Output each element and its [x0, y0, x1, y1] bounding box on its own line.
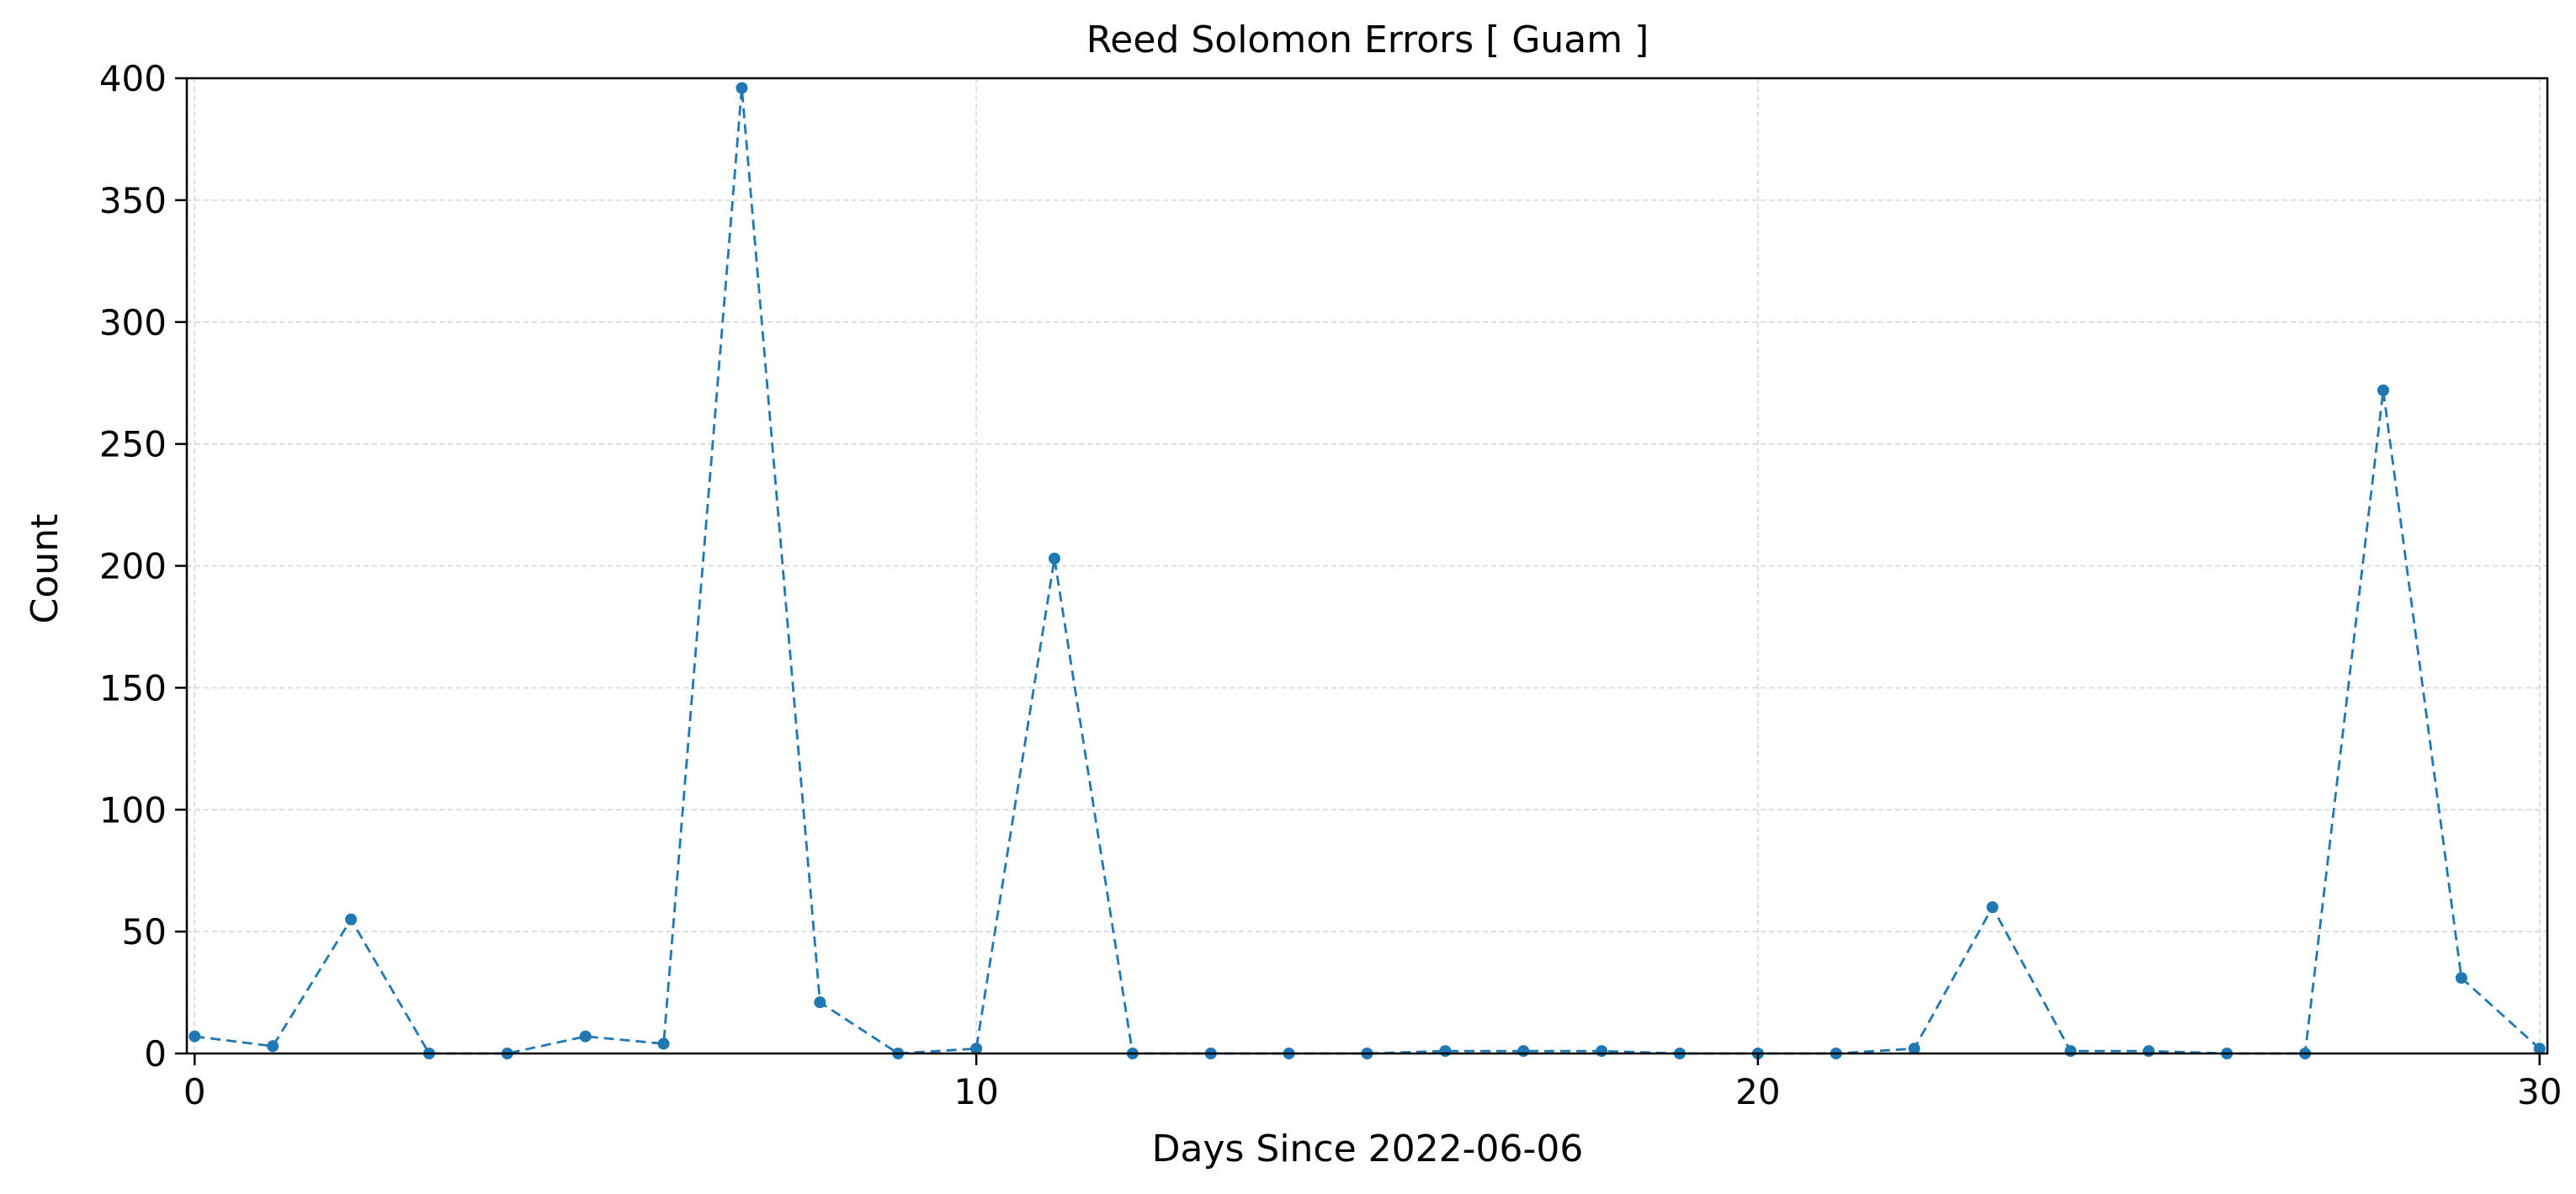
data-point	[267, 1040, 279, 1053]
data-point	[1517, 1045, 1530, 1058]
data-point	[1986, 901, 1999, 914]
x-tick-label: 20	[1735, 1071, 1780, 1112]
chart-title: Reed Solomon Errors [ Guam ]	[1086, 19, 1649, 61]
x-tick-label: 10	[953, 1071, 998, 1112]
y-tick-label: 0	[144, 1033, 167, 1075]
y-tick-label: 100	[99, 789, 167, 830]
x-tick-label: 0	[183, 1071, 206, 1112]
data-point	[1908, 1043, 1920, 1055]
data-point	[2533, 1043, 2546, 1055]
series-points	[189, 82, 2546, 1059]
y-tick-label: 250	[99, 424, 167, 465]
data-point	[1048, 552, 1060, 565]
grid	[187, 77, 2547, 1054]
data-point	[579, 1030, 592, 1043]
data-point	[1596, 1045, 1608, 1058]
x-tick-label: 30	[2517, 1071, 2562, 1112]
axis-ticks: 0 50 100 150 200 250 300 350 400 0 10 20 30	[99, 58, 2563, 1112]
data-point	[345, 913, 358, 926]
series-line	[194, 88, 2541, 1055]
y-tick-label: 300	[99, 302, 167, 343]
y-tick-label: 400	[99, 58, 167, 99]
data-point	[1439, 1045, 1452, 1058]
data-point	[2064, 1045, 2077, 1058]
x-axis-title: Days Since 2022-06-06	[1152, 1128, 1584, 1170]
y-tick-label: 50	[122, 911, 167, 953]
data-point	[736, 82, 748, 94]
data-point	[2455, 972, 2467, 984]
data-point	[970, 1043, 983, 1055]
data-point	[2143, 1045, 2155, 1058]
y-tick-label: 150	[99, 667, 167, 708]
y-tick-label: 200	[99, 546, 167, 587]
y-axis-title: Count	[24, 514, 66, 624]
y-tick-label: 350	[99, 180, 167, 221]
data-point	[814, 996, 826, 1009]
data-point	[657, 1037, 670, 1050]
data-point	[2377, 384, 2389, 396]
data-point	[189, 1030, 201, 1043]
